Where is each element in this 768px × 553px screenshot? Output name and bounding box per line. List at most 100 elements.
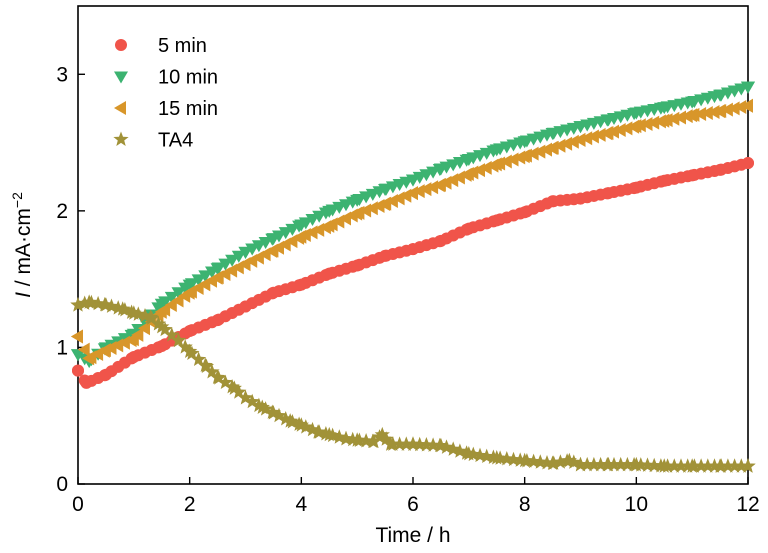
- y-tick-label: 2: [56, 200, 68, 223]
- data-point: [310, 424, 326, 439]
- data-point: [694, 106, 707, 121]
- data-point: [561, 452, 577, 468]
- y-tick-label: 3: [56, 63, 68, 86]
- y-axis-title-units: / mA·cm: [12, 208, 35, 292]
- data-point: [552, 454, 569, 469]
- data-point: [742, 157, 754, 170]
- legend-marker: [115, 39, 127, 51]
- x-tick-label: 0: [72, 493, 84, 516]
- data-point: [198, 358, 215, 374]
- data-point: [553, 138, 566, 153]
- data-point: [244, 393, 260, 409]
- y-axis-title-exponent: −2: [9, 192, 25, 208]
- data-point: [674, 110, 686, 125]
- data-point: [713, 104, 726, 119]
- data-point: [579, 456, 595, 472]
- data-point: [204, 364, 220, 379]
- data-point: [210, 270, 223, 285]
- data-point: [154, 298, 169, 311]
- data-point: [412, 436, 428, 452]
- data-point: [499, 154, 512, 169]
- legend-marker: [113, 131, 129, 146]
- data-point: [294, 229, 307, 244]
- data-point: [98, 343, 111, 358]
- x-tick-label: 4: [295, 493, 307, 516]
- data-point: [685, 108, 698, 123]
- data-point: [613, 123, 626, 138]
- data-point: [99, 368, 112, 381]
- data-point: [580, 131, 593, 146]
- data-point: [70, 297, 86, 312]
- data-point: [295, 278, 308, 291]
- data-point: [282, 413, 298, 428]
- data-point: [726, 458, 743, 473]
- x-tick-label: 6: [407, 493, 419, 516]
- data-point: [741, 98, 753, 113]
- data-point: [237, 389, 254, 405]
- data-point: [383, 436, 399, 451]
- data-point: [170, 332, 187, 348]
- data-point: [231, 250, 246, 263]
- legend-item: 10 min: [114, 67, 218, 89]
- data-point: [177, 339, 193, 354]
- data-point: [378, 197, 391, 212]
- series-1: [71, 81, 755, 369]
- data-point: [533, 144, 546, 159]
- data-point: [350, 194, 365, 207]
- data-point: [80, 376, 93, 389]
- data-point: [182, 285, 195, 300]
- data-point: [182, 343, 198, 358]
- data-point: [600, 456, 617, 472]
- data-point: [254, 399, 270, 414]
- data-point: [171, 287, 186, 300]
- data-point: [461, 166, 474, 181]
- data-point: [426, 180, 439, 195]
- data-point: [685, 96, 700, 109]
- data-series: [70, 81, 756, 473]
- data-point: [142, 309, 159, 324]
- data-point: [741, 81, 755, 94]
- data-point: [183, 325, 196, 338]
- data-point: [639, 457, 656, 472]
- data-point: [418, 437, 435, 452]
- data-point: [198, 270, 213, 283]
- data-point: [126, 332, 139, 347]
- data-point: [693, 458, 709, 473]
- legend-label: 10 min: [158, 67, 218, 89]
- data-point: [546, 195, 559, 208]
- legend-item: 5 min: [115, 35, 207, 57]
- data-point: [433, 437, 449, 453]
- data-point: [81, 294, 97, 309]
- data-point: [700, 105, 713, 120]
- data-point: [182, 279, 197, 292]
- data-point: [266, 243, 279, 258]
- data-point: [586, 456, 602, 472]
- data-point: [606, 456, 622, 472]
- data-point: [366, 433, 382, 449]
- data-point: [164, 327, 180, 342]
- legend-label: 5 min: [158, 35, 207, 57]
- data-point: [461, 153, 476, 166]
- x-axis-title: Time / h: [375, 524, 450, 547]
- data-point: [115, 301, 131, 316]
- data-point: [667, 111, 680, 126]
- data-point: [322, 218, 335, 233]
- data-point: [666, 458, 682, 473]
- data-point: [271, 407, 287, 423]
- data-point: [700, 458, 716, 473]
- data-point: [613, 456, 629, 472]
- data-point: [517, 452, 533, 468]
- data-point: [727, 101, 740, 116]
- data-point: [518, 206, 531, 219]
- data-point: [657, 102, 672, 115]
- x-tick-label: 2: [184, 493, 196, 516]
- data-point: [499, 451, 515, 466]
- data-point: [526, 146, 539, 161]
- data-point: [620, 121, 633, 136]
- data-point: [630, 181, 643, 194]
- data-point: [434, 234, 447, 247]
- data-point: [379, 249, 392, 262]
- data-point: [278, 410, 294, 426]
- data-point: [374, 426, 390, 442]
